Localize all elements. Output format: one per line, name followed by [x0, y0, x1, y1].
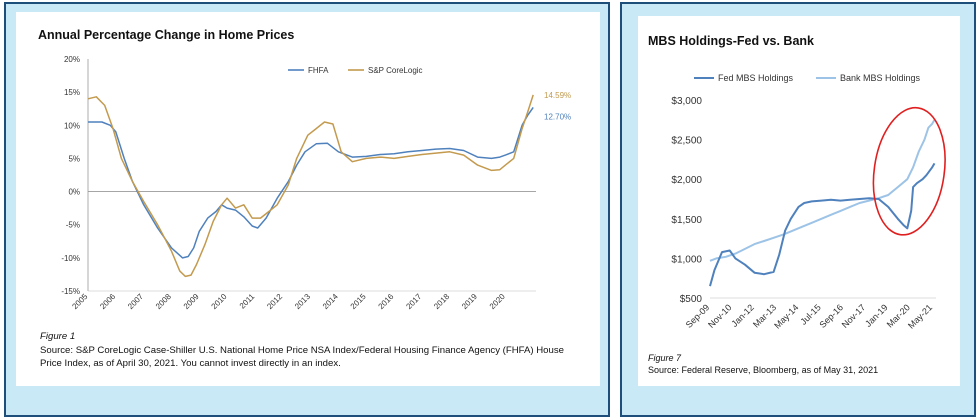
- x-tick-label: 2010: [210, 292, 229, 311]
- x-tick-label: 2014: [321, 292, 340, 311]
- bank-mbs-line: [709, 119, 936, 262]
- y-tick-label: $2,000: [671, 175, 702, 186]
- y-tick-label: $500: [680, 294, 703, 305]
- x-tick-label: 2013: [293, 292, 312, 311]
- spcl-line: [87, 94, 534, 278]
- y-tick-label: $2,500: [671, 136, 702, 147]
- left-chart-title: Annual Percentage Change in Home Prices: [38, 28, 295, 42]
- fhfa-line: [88, 106, 534, 259]
- x-tick-label: 2018: [432, 292, 451, 311]
- left-caption: Figure 1 Source: S&P CoreLogic Case-Shil…: [40, 330, 580, 371]
- right-source-text: Source: Federal Reserve, Bloomberg, as o…: [648, 365, 879, 375]
- x-tick-label: 2019: [460, 292, 479, 311]
- x-tick-label: Sep-09: [684, 302, 712, 330]
- left-panel: Annual Percentage Change in Home Prices …: [4, 2, 610, 417]
- x-tick-label: 2007: [126, 292, 145, 311]
- y-tick-label: $1,500: [671, 215, 702, 226]
- y-tick-label: -10%: [61, 254, 80, 263]
- right-caption: Figure 7 Source: Federal Reserve, Bloomb…: [648, 352, 948, 376]
- x-tick-label: 2012: [265, 292, 284, 311]
- y-tick-label: -15%: [61, 287, 80, 296]
- end-value-label: 12.70%: [544, 112, 571, 121]
- left-chart-card: Annual Percentage Change in Home Prices …: [16, 12, 600, 386]
- mbs-holdings-chart: $3,000 $2,500 $2,000 $1,500 $1,000 $500Sep-09…: [671, 73, 946, 331]
- left-source-text: Source: S&P CoreLogic Case-Shiller U.S. …: [40, 344, 564, 370]
- right-panel: MBS Holdings-Fed vs. Bank $3,000 $2,500 $2…: [620, 2, 976, 417]
- right-chart-title: MBS Holdings-Fed vs. Bank: [648, 34, 814, 48]
- legend-label: Bank MBS Holdings: [840, 73, 921, 83]
- right-chart-card: MBS Holdings-Fed vs. Bank $3,000 $2,500 $2…: [638, 16, 960, 386]
- y-tick-label: 20%: [64, 55, 80, 64]
- y-tick-label: 10%: [64, 121, 80, 130]
- y-tick-label: 15%: [64, 88, 80, 97]
- x-tick-label: 2020: [488, 292, 507, 311]
- fed-mbs-line: [709, 162, 936, 287]
- legend-label: FHFA: [308, 66, 329, 75]
- x-tick-label: 2016: [377, 292, 396, 311]
- home-prices-chart: 20%15%10%5%0%-5%-10%-15%2005 2006 2007 2008…: [61, 55, 571, 311]
- x-tick-label: May-21: [906, 302, 934, 330]
- x-tick-label: Jan-19: [863, 302, 890, 329]
- y-tick-label: 5%: [68, 154, 80, 163]
- x-tick-label: May-14: [772, 302, 800, 330]
- end-value-label: 14.59%: [544, 91, 571, 100]
- x-tick-label: 2009: [182, 292, 201, 311]
- y-tick-label: -5%: [66, 221, 80, 230]
- y-tick-label: 0%: [68, 188, 80, 197]
- x-tick-label: 2006: [98, 292, 117, 311]
- x-tick-label: 2017: [404, 292, 423, 311]
- y-tick-label: $1,000: [671, 254, 702, 265]
- x-tick-label: Nov-17: [840, 302, 868, 330]
- x-tick-label: 2011: [238, 292, 257, 311]
- y-tick-label: $3,000: [671, 96, 702, 107]
- x-tick-label: Jan-12: [729, 302, 756, 329]
- x-tick-label: Sep-16: [817, 302, 845, 330]
- legend-label: S&P CoreLogic: [368, 66, 423, 75]
- x-tick-label: 2008: [154, 292, 173, 311]
- highlight-ellipse: [872, 106, 946, 236]
- figure-1-label: Figure 1: [40, 331, 76, 342]
- legend-label: Fed MBS Holdings: [718, 73, 794, 83]
- x-tick-label: Nov-10: [706, 302, 734, 330]
- figure-7-label: Figure 7: [648, 353, 682, 363]
- x-tick-label: 2015: [349, 292, 368, 311]
